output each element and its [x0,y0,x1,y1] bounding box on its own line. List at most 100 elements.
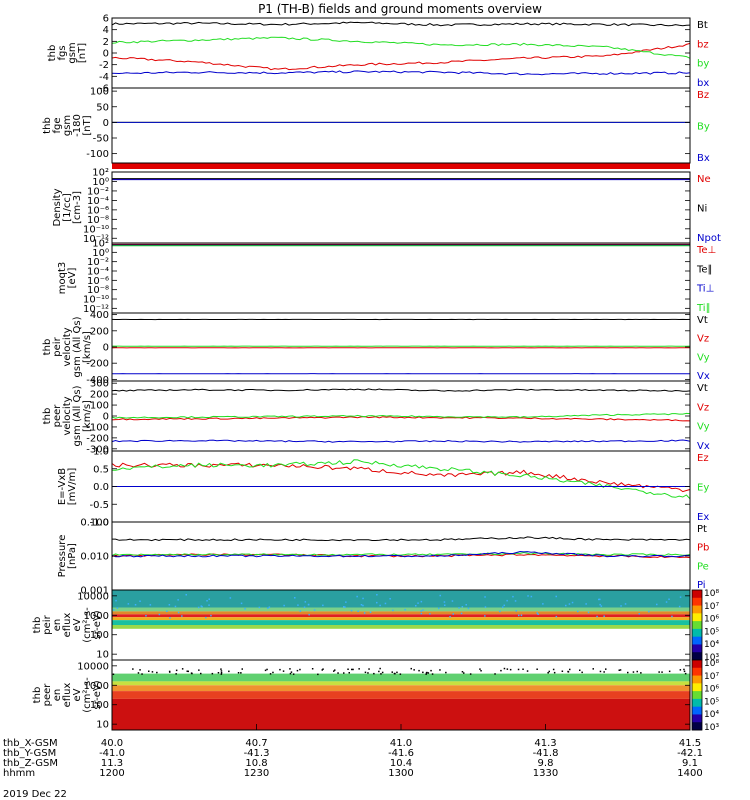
legend-Vz: Vz [697,334,709,345]
y-tick-label: 10⁻⁴ [87,196,109,207]
spectrogram-cell [661,671,663,673]
spectrogram-cell [185,594,187,596]
spectrogram-cell [379,667,381,670]
date-label: 2019 Dec 22 [3,789,67,800]
spectrogram-cell [599,598,601,601]
legend-Ez: Ez [697,453,709,464]
y-tick-label: 0 [103,118,109,129]
y-axis-label: eV [72,618,83,631]
spectrogram-cell [137,672,140,674]
panel-frame [111,171,691,244]
spectrogram-cell [568,603,571,605]
colorbar-segment [692,621,702,630]
y-tick-label: -0.5 [89,500,109,511]
series-line-Vt [111,388,691,392]
spectrogram-cell [640,672,642,674]
legend-Pt: Pt [697,524,707,535]
x-axis-tick-label: 1200 [99,768,124,779]
x-axis-row-label: thb_Z-GSM [3,758,58,769]
spectrogram-cell [311,668,314,670]
y-tick-label: 10² [92,239,109,250]
colorbar-segment [692,613,702,622]
spectrogram-cell [624,603,627,605]
x-axis-tick-label: 40.0 [101,738,123,749]
spectrogram-cell [156,671,158,674]
legend-Te∥: Te∥ [696,264,713,275]
y-tick-label: 100 [90,401,109,412]
spectrogram-cell [484,596,486,598]
spectrogram-cell [317,673,319,676]
spectrogram-cell [425,672,428,674]
spectrogram-cell [679,669,682,671]
spectrogram-cell [571,601,574,604]
spectrogram-cell [445,671,447,674]
legend-Vx: Vx [697,371,710,382]
legend-Ti∥: Ti∥ [696,303,711,314]
spectrogram-cell [363,612,366,614]
spectrogram-band [112,685,690,692]
spectrogram-cell [264,669,267,672]
x-axis-tick-label: 41.5 [679,738,701,749]
y-tick-label: 0.010 [80,552,109,563]
spectrogram-cell [431,673,434,675]
spectrogram-cell [514,600,517,602]
legend-Bt: Bt [697,20,708,31]
spectrogram-cell [502,606,504,608]
x-axis-tick-label: 41.3 [534,738,556,749]
colorbar-tick-label: 10⁴ [704,640,719,650]
spectrogram-band [112,620,690,625]
spectrogram-cell [638,613,640,615]
spectrogram-cell [240,602,243,605]
series-line-Pt [112,536,691,542]
colorbar-segment [692,597,702,607]
colorbar-segment [692,698,702,708]
legend-Ey: Ey [697,483,709,494]
y-tick-label: 10 [96,650,109,661]
spectrogram-cell [299,610,302,612]
y-tick-label: 4 [103,25,109,36]
spectrogram-cell [392,609,394,612]
spectrogram-cell [399,673,402,675]
y-tick-label: -100 [86,149,109,160]
y-axis-label: peir [42,614,53,634]
spectrogram-cell [282,670,285,672]
series-line-Bt [111,21,691,27]
spectrogram-cell [577,610,579,613]
y-axis-label: thb [42,117,53,134]
x-axis-tick-label: -42.1 [677,748,703,759]
y-tick-label: 10⁻⁶ [87,276,109,287]
chart-title: P1 (TH-B) fields and ground moments over… [258,2,542,16]
spectrogram-cell [444,604,446,606]
spectrogram-cell [345,601,347,603]
spectrogram-cell [553,671,556,674]
spectrogram-cell [169,671,171,673]
spectrogram-cell [463,672,465,674]
y-tick-label: 10⁻⁴ [87,267,109,278]
spectrogram-cell [292,673,295,675]
colorbar-segment [692,652,702,661]
y-axis-label: [km/s] [82,331,93,363]
spectrogram-cell [343,606,345,608]
spectrogram-cell [343,672,345,674]
spectrogram-cell [200,672,202,675]
spectrogram-cell [208,598,210,600]
spectrogram-cell [240,672,242,674]
y-tick-label: 0.0 [93,482,109,493]
x-axis-tick-label: -41.0 [99,748,125,759]
legend-Vz: Vz [697,402,709,413]
spectrogram-cell [393,672,396,675]
spectrogram-cell [503,667,506,670]
x-axis-tick-label: -41.8 [533,748,559,759]
y-tick-label: 10⁻¹⁰ [83,295,109,306]
spectrogram-cell [429,613,431,615]
spectrogram-cell [148,670,150,672]
spectrogram-cell [527,595,529,597]
y-tick-label: 0 [103,49,109,60]
y-axis-label: moqt3 [57,262,68,295]
legend-Ex: Ex [697,512,709,523]
spectrogram-cell [503,604,505,607]
spectrogram-cell [430,669,432,672]
colorbar-segment [692,675,702,684]
y-axis-label: [nT] [82,115,93,135]
